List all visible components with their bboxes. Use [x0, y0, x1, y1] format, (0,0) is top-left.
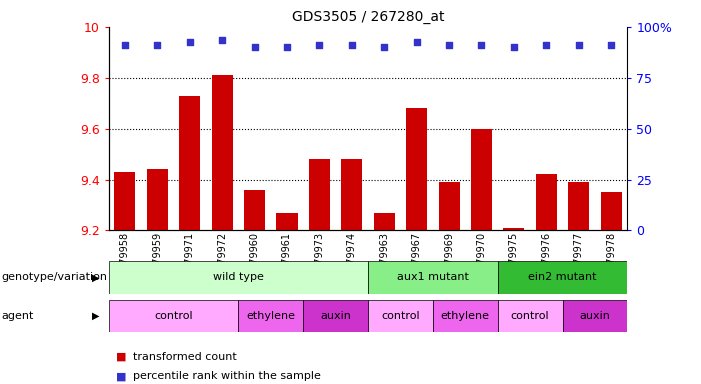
- Point: [573, 41, 585, 48]
- Bar: [562, 300, 627, 332]
- Text: ▶: ▶: [93, 311, 100, 321]
- Text: ■: ■: [116, 371, 126, 381]
- Point: [346, 41, 358, 48]
- Bar: [276, 213, 297, 230]
- Bar: [569, 182, 590, 230]
- Bar: [471, 129, 492, 230]
- Point: [314, 41, 325, 48]
- Bar: [498, 261, 627, 294]
- Bar: [114, 172, 135, 230]
- Bar: [109, 261, 368, 294]
- Bar: [212, 75, 233, 230]
- Point: [411, 39, 422, 45]
- Point: [217, 36, 228, 43]
- Text: percentile rank within the sample: percentile rank within the sample: [133, 371, 321, 381]
- Bar: [601, 192, 622, 230]
- Text: ethylene: ethylene: [246, 311, 295, 321]
- Text: control: control: [511, 311, 550, 321]
- Text: transformed count: transformed count: [133, 352, 237, 362]
- Bar: [244, 190, 265, 230]
- Point: [379, 44, 390, 50]
- Bar: [503, 228, 524, 230]
- Bar: [433, 300, 498, 332]
- Point: [281, 44, 292, 50]
- Text: aux1 mutant: aux1 mutant: [397, 272, 469, 283]
- Point: [444, 41, 455, 48]
- Bar: [374, 213, 395, 230]
- Text: ▶: ▶: [93, 272, 100, 283]
- Point: [119, 41, 130, 48]
- Text: auxin: auxin: [580, 311, 611, 321]
- Bar: [341, 159, 362, 230]
- Bar: [179, 96, 200, 230]
- Text: ■: ■: [116, 352, 126, 362]
- Text: wild type: wild type: [213, 272, 264, 283]
- Text: ethylene: ethylene: [441, 311, 490, 321]
- Bar: [309, 159, 330, 230]
- Bar: [368, 261, 498, 294]
- Bar: [406, 108, 427, 230]
- Point: [540, 41, 552, 48]
- Text: genotype/variation: genotype/variation: [1, 272, 107, 283]
- Text: control: control: [381, 311, 420, 321]
- Point: [476, 41, 487, 48]
- Bar: [147, 169, 168, 230]
- Text: agent: agent: [1, 311, 34, 321]
- Bar: [498, 300, 562, 332]
- Bar: [303, 300, 368, 332]
- Point: [249, 44, 260, 50]
- Bar: [238, 300, 303, 332]
- Point: [606, 41, 617, 48]
- Bar: [368, 300, 433, 332]
- Bar: [109, 300, 238, 332]
- Text: auxin: auxin: [320, 311, 351, 321]
- Text: control: control: [154, 311, 193, 321]
- Bar: [439, 182, 460, 230]
- Text: ein2 mutant: ein2 mutant: [529, 272, 597, 283]
- Point: [151, 41, 163, 48]
- Point: [508, 44, 519, 50]
- Bar: [536, 174, 557, 230]
- Title: GDS3505 / 267280_at: GDS3505 / 267280_at: [292, 10, 444, 25]
- Point: [184, 39, 196, 45]
